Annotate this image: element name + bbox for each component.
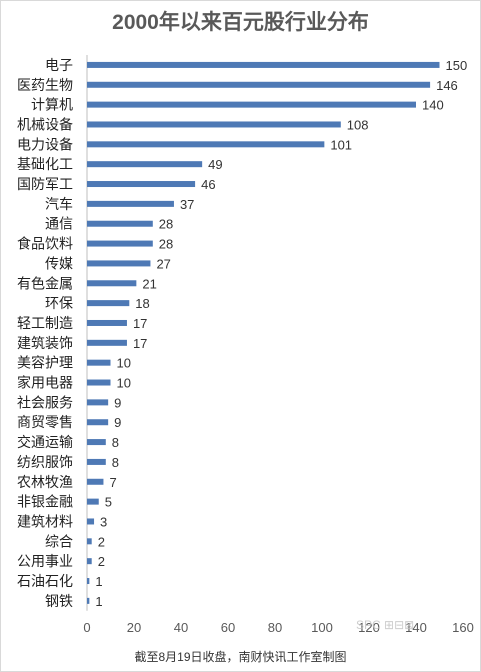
category-label: 医药生物: [17, 77, 73, 93]
bar-1: [87, 81, 431, 88]
bar-21: [87, 478, 104, 485]
value-label: 146: [436, 78, 458, 93]
bar-18: [87, 419, 109, 426]
category-label: 石油石化: [17, 573, 73, 589]
bar-15: [87, 359, 111, 366]
value-label: 8: [112, 435, 119, 450]
bar-8: [87, 220, 153, 227]
x-tick-label: 40: [174, 620, 188, 635]
x-tick-label: 160: [452, 620, 474, 635]
category-label: 家用电器: [17, 375, 73, 391]
value-label: 17: [133, 316, 147, 331]
bar-19: [87, 439, 106, 446]
x-tick-label: 20: [127, 620, 141, 635]
category-label: 电子: [45, 57, 73, 73]
bar-6: [87, 181, 196, 188]
value-label: 101: [330, 137, 352, 152]
value-label: 108: [347, 117, 369, 132]
bar-7: [87, 200, 174, 207]
value-label: 18: [135, 296, 149, 311]
value-label: 150: [446, 58, 468, 73]
bar-10: [87, 260, 151, 267]
value-label: 2: [98, 534, 105, 549]
bar-26: [87, 578, 90, 585]
category-label: 农林牧渔: [17, 474, 73, 490]
value-label: 28: [159, 217, 173, 232]
category-label: 环保: [45, 295, 73, 311]
category-label: 基础化工: [17, 156, 73, 172]
category-label: 社会服务: [17, 394, 73, 410]
bar-22: [87, 498, 99, 505]
bar-11: [87, 280, 137, 287]
value-label: 37: [180, 197, 194, 212]
category-label: 电力设备: [17, 136, 73, 152]
category-label: 交通运输: [17, 434, 73, 450]
category-label: 建筑材料: [17, 513, 73, 529]
value-label: 5: [105, 495, 112, 510]
value-label: 28: [159, 237, 173, 252]
value-label: 46: [201, 177, 215, 192]
bar-0: [87, 61, 440, 68]
bar-25: [87, 558, 92, 565]
watermark-logo: SPC ⊞⊟⊠: [356, 618, 415, 632]
category-label: 公用事业: [17, 553, 73, 569]
value-label: 10: [117, 376, 131, 391]
bar-5: [87, 161, 203, 168]
category-label: 综合: [45, 533, 73, 549]
category-label: 商贸零售: [17, 414, 73, 430]
bar-4: [87, 141, 325, 148]
value-label: 49: [208, 157, 222, 172]
bar-23: [87, 518, 95, 525]
value-label: 2: [98, 554, 105, 569]
x-tick-label: 100: [311, 620, 333, 635]
x-tick-label: 140: [405, 620, 427, 635]
value-label: 3: [100, 514, 107, 529]
value-label: 17: [133, 336, 147, 351]
chart-title: 2000年以来百元股行业分布: [112, 11, 369, 34]
value-label: 21: [142, 276, 156, 291]
value-label: 1: [95, 574, 102, 589]
value-label: 10: [117, 356, 131, 371]
chart-footnote: 截至8月19日收盘，南财快讯工作室制图: [134, 650, 347, 664]
bar-27: [87, 597, 90, 604]
x-tick-label: 60: [221, 620, 235, 635]
category-label: 有色金属: [17, 275, 73, 291]
category-label: 传媒: [45, 255, 73, 271]
category-label: 机械设备: [17, 116, 73, 132]
category-label: 计算机: [31, 97, 73, 113]
value-label: 9: [114, 415, 121, 430]
value-label: 1: [95, 594, 102, 609]
bar-12: [87, 300, 130, 307]
bar-3: [87, 121, 341, 128]
category-label: 轻工制造: [17, 315, 73, 331]
category-label: 美容护理: [17, 355, 73, 371]
bar-16: [87, 379, 111, 386]
bar-20: [87, 458, 106, 465]
category-label: 纺织服饰: [17, 454, 73, 470]
bar-2: [87, 101, 416, 108]
category-label: 国防军工: [17, 176, 73, 192]
x-tick-label: 80: [268, 620, 282, 635]
bar-9: [87, 240, 153, 247]
value-label: 27: [156, 256, 170, 271]
category-label: 钢铁: [45, 593, 73, 609]
value-label: 8: [112, 455, 119, 470]
bar-13: [87, 319, 127, 326]
bar-14: [87, 339, 127, 346]
value-label: 7: [109, 475, 116, 490]
category-label: 建筑装饰: [17, 335, 73, 351]
value-label: 9: [114, 395, 121, 410]
x-tick-label: 120: [358, 620, 380, 635]
value-label: 140: [422, 98, 444, 113]
bar-24: [87, 538, 92, 545]
category-label: 食品饮料: [17, 236, 73, 252]
category-label: 通信: [45, 216, 73, 232]
category-label: 非银金融: [17, 494, 73, 510]
x-tick-label: 0: [83, 620, 90, 635]
bar-17: [87, 399, 109, 406]
category-label: 汽车: [45, 196, 73, 212]
